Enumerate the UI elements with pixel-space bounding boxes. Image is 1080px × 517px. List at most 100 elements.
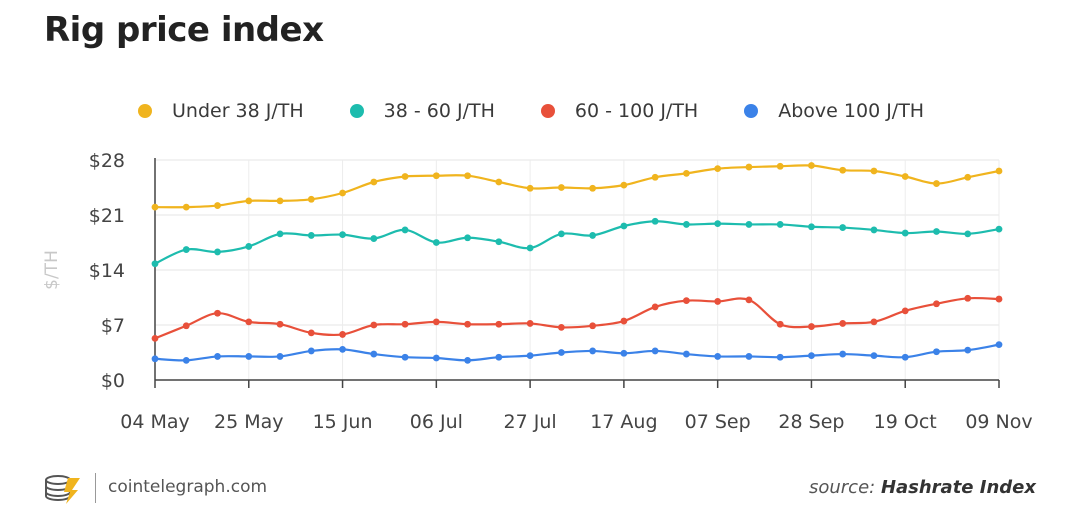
chart-title: Rig price index — [44, 10, 324, 50]
line-chart: $0 $7 $14 $21 $28 04 May 25 May 15 Jun 06 Jul 27 … — [42, 150, 1033, 433]
legend-marker — [138, 104, 152, 118]
series-line — [154, 296, 1000, 340]
legend-item-above-100: Above 100 J/TH — [744, 100, 924, 122]
data-point — [714, 298, 722, 305]
data-point — [870, 167, 878, 175]
data-point — [776, 353, 784, 361]
x-tick-label: 09 Nov — [965, 411, 1032, 433]
data-point — [182, 246, 190, 253]
source-name: Hashrate Index — [880, 477, 1036, 498]
data-point — [901, 353, 909, 361]
data-point — [839, 350, 847, 358]
data-point — [651, 173, 659, 181]
data-point — [808, 323, 815, 330]
y-tick-label: $21 — [89, 205, 125, 227]
data-point — [182, 203, 190, 211]
data-point — [620, 222, 628, 230]
y-axis-label: $/TH — [42, 250, 62, 290]
data-point — [870, 318, 878, 326]
x-tick-label: 25 May — [214, 411, 284, 433]
data-point — [933, 180, 940, 187]
legend-item-under-38: Under 38 J/TH — [138, 100, 304, 122]
chart-legend: Under 38 J/TH 38 - 60 J/TH 60 - 100 J/TH… — [138, 100, 970, 122]
data-point — [214, 309, 221, 317]
data-point — [589, 232, 597, 239]
data-point — [870, 226, 878, 234]
data-point — [808, 352, 815, 360]
data-point — [995, 341, 1003, 349]
footer-source: source: Hashrate Index — [809, 477, 1036, 498]
data-point — [276, 197, 284, 205]
data-point — [776, 320, 784, 328]
data-point — [683, 350, 690, 358]
data-point — [401, 173, 409, 180]
legend-label: Under 38 J/TH — [172, 100, 304, 122]
legend-label: Above 100 J/TH — [778, 100, 925, 122]
legend-marker — [540, 104, 555, 118]
data-point — [495, 353, 503, 361]
y-tick-label: $7 — [101, 315, 125, 337]
data-point — [839, 166, 847, 174]
data-point — [620, 349, 628, 357]
series-line — [154, 343, 1000, 362]
data-point — [683, 297, 690, 305]
data-point — [276, 230, 284, 238]
legend-marker — [744, 104, 759, 118]
data-point — [339, 331, 346, 338]
data-point — [683, 221, 690, 228]
data-point — [714, 353, 722, 360]
data-point — [933, 348, 940, 356]
data-point — [870, 352, 878, 360]
data-point — [401, 353, 409, 361]
source-label: source: — [808, 477, 876, 498]
y-tick-label: $14 — [89, 260, 125, 282]
data-point — [495, 238, 503, 246]
data-point — [557, 184, 565, 191]
data-point — [526, 184, 534, 192]
data-point — [901, 173, 909, 180]
data-point — [745, 296, 753, 304]
data-point — [214, 202, 221, 209]
x-tick-label: 27 Jul — [504, 411, 557, 433]
x-tick-label: 28 Sep — [778, 411, 844, 433]
data-point — [339, 231, 346, 239]
data-point — [964, 346, 972, 354]
data-point — [307, 195, 315, 203]
data-point — [370, 321, 378, 329]
data-point — [464, 356, 471, 364]
data-point — [776, 221, 784, 228]
data-point — [964, 173, 972, 181]
legend-item-60-100: 60 - 100 J/TH — [540, 100, 698, 122]
data-point — [714, 220, 722, 228]
data-point — [276, 353, 284, 360]
data-point — [995, 167, 1003, 175]
x-tick-label: 07 Sep — [685, 411, 751, 433]
data-point — [214, 248, 221, 256]
x-tick-label: 04 May — [120, 411, 190, 433]
y-tick-label: $28 — [89, 150, 125, 172]
data-point — [745, 353, 753, 360]
data-point — [651, 303, 659, 311]
data-point — [276, 320, 284, 328]
data-point — [526, 320, 534, 327]
data-point — [151, 355, 159, 363]
legend-marker — [349, 104, 364, 118]
data-point — [182, 322, 190, 330]
x-tick-label: 15 Jun — [313, 411, 373, 433]
data-point — [401, 226, 409, 234]
data-point — [995, 225, 1003, 233]
data-point — [370, 350, 378, 358]
data-point — [620, 317, 628, 325]
data-point — [714, 165, 722, 173]
data-point — [651, 217, 659, 225]
data-point — [589, 322, 597, 330]
data-point — [432, 354, 440, 362]
series-line — [154, 220, 1000, 265]
data-point — [307, 329, 315, 337]
data-point — [933, 228, 940, 235]
data-point — [745, 163, 753, 171]
data-point — [526, 352, 534, 360]
data-point — [901, 229, 909, 237]
data-point — [464, 234, 471, 242]
data-point — [432, 172, 440, 180]
